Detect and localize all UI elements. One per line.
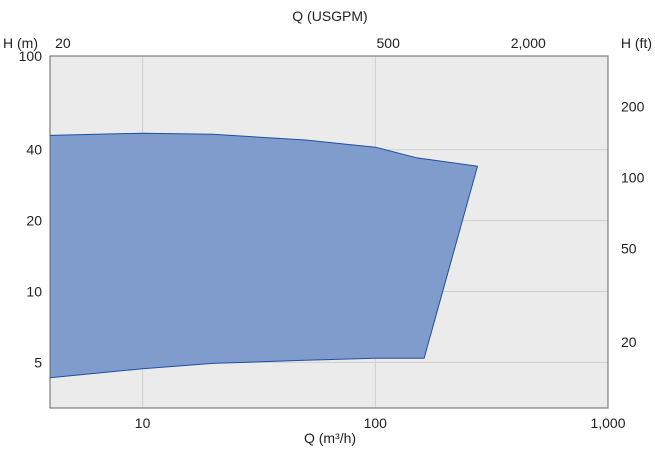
y-left-tick-label-3: 10 [26,283,42,299]
y-right-tick-label-0: 200 [621,99,645,115]
x-axis-title-top: Q (USGPM) [292,8,367,24]
x-bottom-tick-label-0: 10 [135,415,151,431]
y-left-tick-label-1: 40 [26,142,42,158]
y-left-tick-label-0: 100 [19,48,43,64]
y-left-tick-label-2: 20 [26,213,42,229]
x-top-tick-label-2: 10 [0,35,1,51]
y-right-tick-label-2: 50 [621,240,637,256]
x-bottom-tick-label-1: 100 [364,415,388,431]
x-axis-title-bottom: Q (m³/h) [304,430,356,446]
x-top-tick-label-5: 2,000 [511,35,546,51]
tick-labels: 101001,00010040201052510205002,000200100… [0,35,645,431]
y-right-tick-label-3: 20 [621,334,637,350]
y-axis-title-left: H (m) [3,35,38,51]
x-bottom-tick-label-2: 1,000 [590,415,625,431]
plot-frame [49,55,609,409]
x-top-tick-label-3: 20 [55,35,71,51]
y-axis-title-right: H (ft) [621,35,652,51]
x-top-tick-label-4: 500 [377,35,401,51]
operating-range-area-0 [49,132,478,379]
y-right-tick-label-1: 100 [621,170,645,186]
y-left-tick-label-4: 5 [34,354,42,370]
series-area-layer [49,132,478,379]
